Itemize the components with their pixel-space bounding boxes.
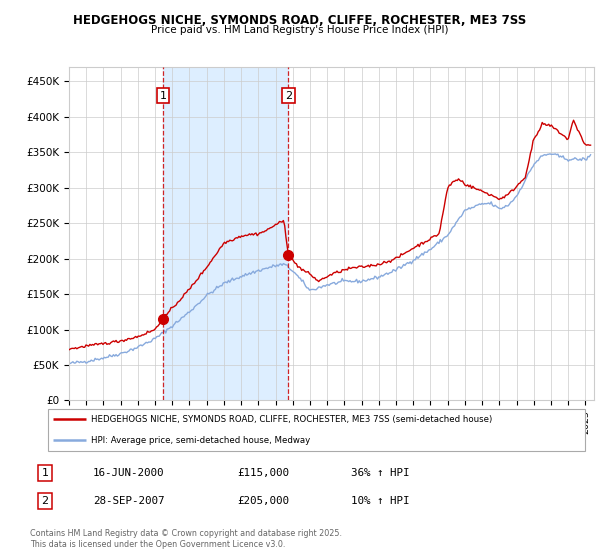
- FancyBboxPatch shape: [48, 409, 585, 451]
- Text: 16-JUN-2000: 16-JUN-2000: [93, 468, 164, 478]
- Text: £205,000: £205,000: [237, 496, 289, 506]
- Text: 36% ↑ HPI: 36% ↑ HPI: [351, 468, 409, 478]
- Text: 1: 1: [160, 91, 166, 101]
- Text: 1: 1: [41, 468, 49, 478]
- Text: HPI: Average price, semi-detached house, Medway: HPI: Average price, semi-detached house,…: [91, 436, 310, 445]
- Text: £115,000: £115,000: [237, 468, 289, 478]
- Text: 2: 2: [41, 496, 49, 506]
- Text: HEDGEHOGS NICHE, SYMONDS ROAD, CLIFFE, ROCHESTER, ME3 7SS: HEDGEHOGS NICHE, SYMONDS ROAD, CLIFFE, R…: [73, 14, 527, 27]
- Bar: [163, 67, 288, 400]
- Text: HEDGEHOGS NICHE, SYMONDS ROAD, CLIFFE, ROCHESTER, ME3 7SS (semi-detached house): HEDGEHOGS NICHE, SYMONDS ROAD, CLIFFE, R…: [91, 415, 492, 424]
- Text: 10% ↑ HPI: 10% ↑ HPI: [351, 496, 409, 506]
- Text: 2: 2: [285, 91, 292, 101]
- Text: 28-SEP-2007: 28-SEP-2007: [93, 496, 164, 506]
- Text: Price paid vs. HM Land Registry's House Price Index (HPI): Price paid vs. HM Land Registry's House …: [151, 25, 449, 35]
- Text: Contains HM Land Registry data © Crown copyright and database right 2025.
This d: Contains HM Land Registry data © Crown c…: [30, 529, 342, 549]
